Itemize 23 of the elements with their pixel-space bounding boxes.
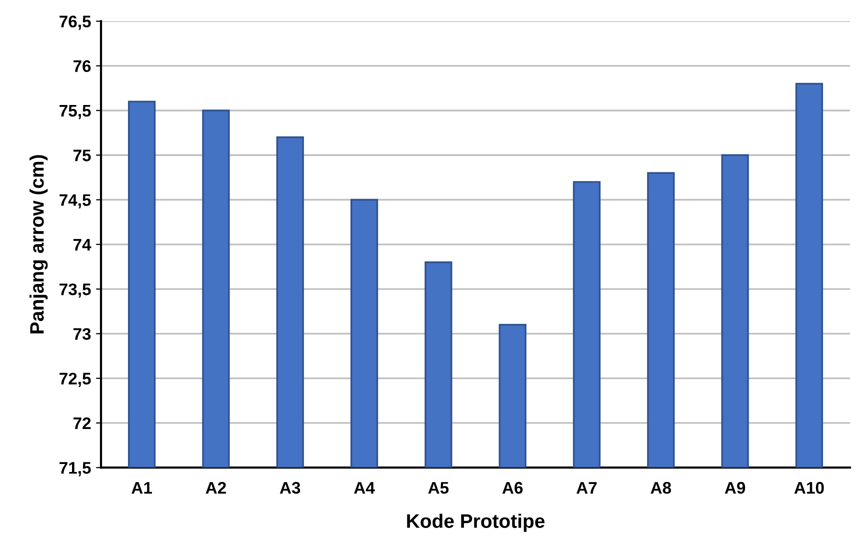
- x-tick-label: A3: [280, 482, 300, 494]
- y-tick-label: 76,5: [60, 16, 91, 30]
- x-tick-label: A4: [354, 482, 375, 494]
- x-tick-label: A1: [132, 482, 152, 494]
- y-tick-label: 71,5: [60, 462, 91, 476]
- y-tick-label: 75: [73, 150, 91, 162]
- y-tick-label: 72: [73, 417, 91, 430]
- x-tick-label: A2: [206, 482, 226, 494]
- x-tick-label: A10: [794, 482, 824, 494]
- x-tick-label: A5: [428, 482, 449, 494]
- y-tick-label: 73: [73, 328, 91, 340]
- y-tick-label: 76: [73, 60, 91, 72]
- y-axis-title: Panjang arrow (cm): [30, 155, 48, 334]
- y-tick-label: 72,5: [60, 372, 91, 387]
- y-tick-label: 73,5: [60, 283, 91, 298]
- x-tick-label: A6: [502, 482, 523, 494]
- x-tick-label: A7: [576, 482, 597, 494]
- x-tick-label: A8: [650, 482, 672, 494]
- x-tick-label: A9: [724, 482, 746, 494]
- y-tick-label: 74: [73, 238, 92, 250]
- x-axis-title: Kode Prototipe: [407, 514, 545, 532]
- y-tick-label: 75,5: [60, 105, 91, 120]
- y-tick-label: 74,5: [60, 194, 91, 208]
